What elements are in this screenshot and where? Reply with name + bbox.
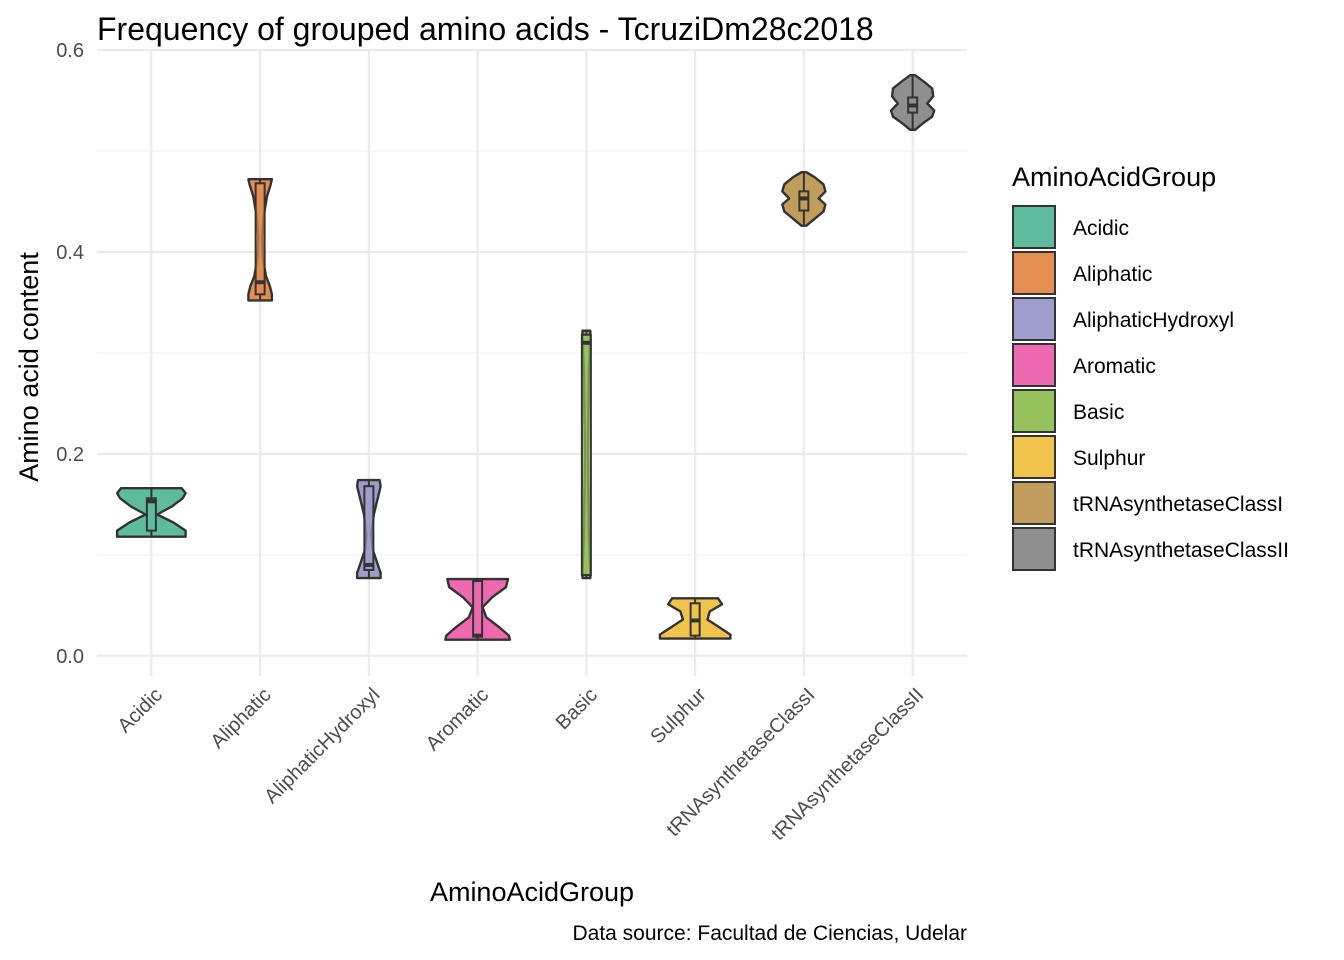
legend-title: AminoAcidGroup [1012,162,1216,192]
legend-label: Basic [1073,401,1124,424]
y-tick-label: 0.2 [56,444,84,466]
violin-series [115,73,936,641]
violin-AliphaticHydroxyl [355,478,382,580]
y-tick-label: 0.6 [56,40,84,62]
violin-tRNAsynthetaseClassII [889,73,936,132]
chart-title: Frequency of grouped amino acids - Tcruz… [97,11,874,47]
box [798,190,810,212]
violin-Acidic [115,487,187,538]
x-tick-label: Aliphatic [207,684,276,753]
legend-key [1012,205,1056,249]
legend-key [1012,527,1056,571]
legend-key [1012,297,1056,341]
caption: Data source: Facultad de Ciencias, Udela… [572,922,967,945]
box [145,497,157,532]
legend-label: Acidic [1073,217,1129,240]
legend-label: AliphaticHydroxyl [1073,309,1234,332]
y-tick-label: 0.0 [56,646,84,668]
legend-key [1012,481,1056,525]
legend-label: Sulphur [1073,447,1145,470]
legend-label: tRNAsynthetaseClassI [1073,493,1283,516]
x-axis-title: AminoAcidGroup [430,877,634,907]
violin-Aliphatic [247,177,274,302]
grid-lines [97,48,967,676]
legend-label: Aromatic [1073,355,1156,378]
violin-Basic [580,329,592,580]
violin-Aromatic [444,577,512,641]
box [580,333,592,577]
box [363,485,375,571]
y-tick-label: 0.4 [56,242,84,264]
x-tick-label: Aromatic [422,684,493,755]
box [254,182,266,296]
box [472,580,484,638]
x-tick-label: AliphaticHydroxyl [260,684,384,808]
violin-tRNAsynthetaseClassI [781,170,827,227]
legend-label: tRNAsynthetaseClassII [1073,539,1289,562]
legend-key [1012,389,1056,433]
legend: Acidic Aliphatic AliphaticHydroxyl Aromatic… [1012,205,1289,571]
y-axis-ticks: 0.0 0.2 0.4 0.6 [56,40,84,668]
legend-label: Aliphatic [1073,263,1152,286]
x-tick-label: Basic [552,684,602,734]
violin-Sulphur [658,597,732,640]
x-tick-label: Sulphur [646,684,711,749]
legend-key [1012,343,1056,387]
y-axis-title: Amino acid content [14,252,44,482]
x-tick-label: Acidic [114,684,167,737]
legend-key [1012,435,1056,479]
legend-key [1012,251,1056,295]
